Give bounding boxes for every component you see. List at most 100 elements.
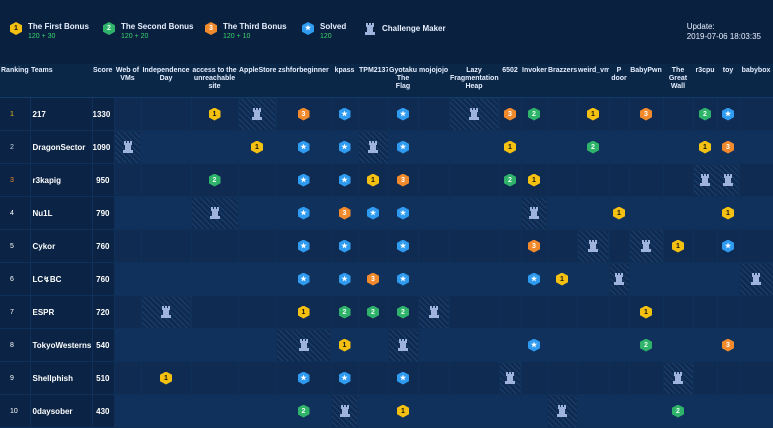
challenge-cell (521, 130, 548, 164)
col-challenge: Brazzers (547, 64, 577, 98)
challenge-cell (418, 361, 450, 395)
team-name[interactable]: 0daysober (30, 394, 93, 428)
legend-first-sub: 120 + 30 (28, 33, 56, 40)
solved-icon: ★ (297, 173, 310, 187)
challenge-cell (663, 163, 694, 197)
challenge-cell: 1 (276, 295, 332, 329)
solved-icon: ★ (338, 173, 351, 187)
team-name[interactable]: LC↯BC (30, 262, 93, 296)
challenge-cell: ★ (388, 97, 419, 131)
challenge-cell: 1 (609, 196, 630, 230)
challenge-cell (418, 328, 450, 362)
team-name[interactable]: Shellphish (30, 361, 93, 395)
challenge-maker-icon (122, 141, 134, 154)
team-score: 430 (92, 394, 115, 428)
challenge-cell (547, 163, 578, 197)
rank-cell: 8 (0, 328, 31, 362)
challenge-cell: 1 (521, 163, 548, 197)
challenge-cell (547, 328, 578, 362)
challenge-cell: ★ (521, 328, 548, 362)
challenge-cell (238, 97, 277, 131)
challenge-cell (577, 229, 610, 263)
second-bonus-icon: 2 (208, 173, 221, 187)
team-score: 1330 (92, 97, 115, 131)
challenge-cell (717, 361, 740, 395)
challenge-cell (521, 394, 548, 428)
solved-icon: ★ (297, 140, 310, 154)
col-challenge: mojojojo (418, 64, 449, 98)
challenge-maker-icon (504, 372, 516, 385)
challenge-cell (693, 295, 718, 329)
team-row: 1 217 1330 1 3 ★ ★ 3 2 1 3 2 ★ (0, 97, 773, 131)
challenge-cell (663, 295, 694, 329)
challenge-cell (238, 229, 277, 263)
solved-icon: ★ (528, 272, 540, 286)
first-bonus-icon: 1 (251, 140, 263, 154)
solved-icon: ★ (397, 140, 409, 154)
challenge-cell (577, 328, 610, 362)
challenge-cell (717, 262, 740, 296)
challenge-cell (449, 196, 500, 230)
team-score: 760 (92, 262, 115, 296)
rank-cell: 9 (0, 361, 31, 395)
challenge-cell: 2 (331, 295, 359, 329)
challenge-cell (739, 97, 773, 131)
team-score: 950 (92, 163, 115, 197)
challenge-cell: 2 (693, 97, 718, 131)
challenge-cell (418, 97, 450, 131)
challenge-cell: 1 (717, 196, 740, 230)
first-bonus-icon: 1 (160, 371, 172, 385)
challenge-cell (577, 394, 610, 428)
challenge-maker-icon (364, 22, 376, 35)
challenge-cell (191, 295, 239, 329)
challenge-cell (577, 262, 610, 296)
challenge-cell (609, 97, 630, 131)
challenge-maker-icon (468, 108, 480, 121)
challenge-cell: 3 (276, 97, 332, 131)
challenge-cell: 2 (358, 295, 389, 329)
challenge-cell (331, 394, 359, 428)
first-bonus-icon: 1 (613, 206, 625, 220)
solved-icon: ★ (397, 206, 409, 220)
challenge-maker-icon (428, 306, 440, 319)
second-bonus-icon: 2 (338, 305, 351, 319)
team-name[interactable]: Cykor (30, 229, 93, 263)
challenge-cell: ★ (331, 130, 359, 164)
col-challenge: P door (609, 64, 629, 98)
challenge-cell (418, 196, 450, 230)
team-name[interactable]: r3kapig (30, 163, 93, 197)
challenge-cell: 1 (547, 262, 578, 296)
challenge-cell: 1 (191, 97, 239, 131)
challenge-cell (577, 163, 610, 197)
challenge-cell: 1 (388, 394, 419, 428)
second-bonus-icon: 2 (640, 338, 652, 352)
challenge-maker-icon (722, 174, 734, 187)
challenge-maker-icon (699, 174, 711, 187)
team-name[interactable]: 217 (30, 97, 93, 131)
challenge-cell: 1 (238, 130, 277, 164)
challenge-cell (609, 295, 630, 329)
team-name[interactable]: ESPR (30, 295, 93, 329)
scoreboard-table: Ranking Teams Score Web of VMs Independe… (0, 64, 773, 428)
challenge-cell (577, 196, 610, 230)
challenge-cell (191, 394, 239, 428)
legend-second-bonus: 2 The Second Bonus 120 + 20 (103, 22, 193, 40)
col-challenge: TPM2137 (358, 64, 388, 98)
challenge-cell: 3 (388, 163, 419, 197)
challenge-cell (238, 262, 277, 296)
challenge-cell (663, 97, 694, 131)
challenge-cell (276, 328, 332, 362)
challenge-maker-icon (209, 207, 221, 220)
first-bonus-icon: 1 (367, 173, 379, 187)
challenge-cell: 2 (191, 163, 239, 197)
third-bonus-icon: 3 (528, 239, 540, 253)
team-name[interactable]: DragonSector (30, 130, 93, 164)
challenge-cell: 1 (629, 295, 664, 329)
challenge-cell (609, 328, 630, 362)
challenge-cell (739, 196, 773, 230)
team-name[interactable]: TokyoWesterns (30, 328, 93, 362)
challenge-cell (141, 295, 192, 329)
challenge-cell (739, 229, 773, 263)
team-row: 2 DragonSector 1090 1 ★ ★ ★ 1 2 1 3 (0, 130, 773, 164)
team-name[interactable]: Nu1L (30, 196, 93, 230)
